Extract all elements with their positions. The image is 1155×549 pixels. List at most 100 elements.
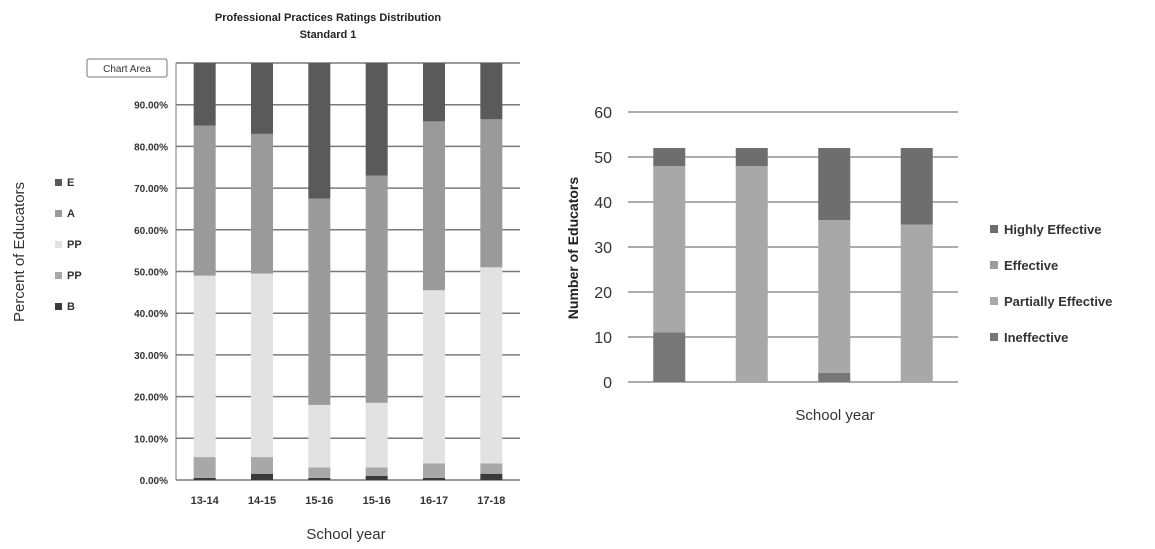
chart-2-bar-segment-highly-effective — [900, 148, 933, 225]
chart-1-legend-swatch — [55, 241, 62, 248]
chart-2-y-tick-label: 20 — [594, 285, 612, 302]
chart-2-y-tick-label: 10 — [594, 330, 612, 347]
chart-2-y-ticks: 0 10 20 30 40 50 60 — [594, 105, 612, 392]
chart-1-bar-segment-e — [193, 63, 216, 126]
chart-1-bar-segment-e — [365, 63, 388, 176]
chart-1-bar-segment-e — [308, 63, 331, 199]
chart-1-x-axis-title: School year — [306, 526, 385, 543]
chart-1-legend: E A PP PP B — [55, 177, 82, 313]
chart-1-subtitle: Standard 1 — [300, 29, 357, 41]
chart-1-bar-segment-pp-light — [193, 275, 216, 458]
chart-2-legend-label: Effective — [1004, 258, 1058, 273]
chart-2: 0 10 20 30 40 50 60 School year Number of Educ… — [565, 105, 1112, 424]
chart-area-tooltip-label: Chart Area — [103, 64, 151, 75]
chart-1-y-ticks: 0.00% 10.00% 20.00% 30.00% 40.00% 50.00% 60.00… — [134, 101, 168, 487]
chart-1-bar-segment-b — [480, 473, 503, 480]
chart-1: Professional Practices Ratings Distribut… — [11, 12, 520, 543]
chart-1-x-tick-label: 15-16 — [363, 495, 391, 507]
chart-1-bar-segment-b — [365, 475, 388, 480]
chart-1-x-tick-label: 17-18 — [477, 495, 505, 507]
chart-1-bar-segment-pp — [365, 467, 388, 476]
chart-1-bar-segment-b — [423, 477, 445, 480]
chart-1-legend-swatch — [55, 179, 62, 186]
chart-1-y-tick-label: 50.00% — [134, 268, 168, 279]
chart-1-y-tick-label: 10.00% — [134, 434, 168, 445]
chart-1-bar-segment-pp — [308, 467, 331, 478]
chart-1-bar-segment-pp — [251, 457, 273, 474]
chart-2-legend-swatch — [990, 333, 998, 341]
chart-1-y-tick-label: 90.00% — [134, 101, 168, 112]
chart-area-tooltip-box — [86, 58, 168, 78]
chart-2-y-axis-title: Number of Educators — [565, 177, 581, 320]
chart-area-tooltip[interactable]: Chart Area — [86, 58, 168, 78]
chart-1-legend-label: B — [67, 301, 75, 313]
chart-1-bar-segment-a — [423, 121, 445, 291]
chart-1-bar-segment-b — [251, 473, 273, 480]
chart-2-legend-swatch — [990, 225, 998, 233]
chart-1-bar-segment-e — [251, 63, 273, 134]
chart-1-y-tick-label: 30.00% — [134, 351, 168, 362]
chart-1-legend-label: E — [67, 177, 74, 189]
chart-1-bar-segment-e — [423, 63, 445, 122]
chart-2-bar-segment-highly-effective — [735, 148, 768, 166]
chart-1-x-tick-label: 16-17 — [420, 495, 448, 507]
chart-1-legend-label: PP — [67, 239, 82, 251]
chart-1-bar-segment-pp-light — [365, 402, 388, 468]
chart-1-bar-segment-a — [365, 175, 388, 403]
chart-2-x-axis-title: School year — [795, 407, 874, 424]
chart-2-bar-segment-ineffective — [818, 373, 851, 382]
chart-1-bar-segment-pp — [193, 457, 216, 478]
chart-2-bars — [653, 148, 933, 382]
chart-2-legend-swatch — [990, 297, 998, 305]
chart-1-y-tick-label: 20.00% — [134, 393, 168, 404]
chart-1-legend-label: A — [67, 208, 75, 220]
chart-2-legend-label: Highly Effective — [1004, 222, 1102, 237]
chart-1-y-tick-label: 40.00% — [134, 309, 168, 320]
chart-1-bar-segment-a — [308, 198, 331, 405]
chart-2-legend-label: Partially Effective — [1004, 294, 1112, 309]
chart-1-bar-segment-e — [480, 63, 503, 120]
chart-1-x-ticks: 13-14 14-15 15-16 15-16 16-17 17-18 — [191, 495, 506, 507]
chart-2-bar-segment-partially-effective — [900, 224, 933, 382]
chart-1-x-tick-label: 13-14 — [191, 495, 220, 507]
chart-1-bar-segment-pp-light — [251, 273, 273, 458]
chart-1-bar-segment-pp — [480, 463, 503, 474]
chart-1-bar-segment-pp — [423, 463, 445, 478]
chart-1-bar-segment-pp-light — [423, 290, 445, 464]
chart-2-y-tick-label: 30 — [594, 240, 612, 257]
chart-2-bar-segment-partially-effective — [818, 220, 851, 373]
chart-2-y-tick-label: 60 — [594, 105, 612, 122]
chart-1-bar-segment-a — [193, 125, 216, 276]
chart-1-y-axis-title: Percent of Educators — [11, 182, 28, 322]
chart-1-x-tick-label: 15-16 — [305, 495, 333, 507]
chart-1-legend-swatch — [55, 272, 62, 279]
chart-2-bar-segment-partially-effective — [735, 166, 768, 382]
chart-1-legend-swatch — [55, 303, 62, 310]
chart-1-bars — [193, 63, 503, 480]
chart-1-bar-segment-b — [308, 477, 331, 480]
chart-1-y-tick-label: 80.00% — [134, 142, 168, 153]
chart-2-bar-segment-highly-effective — [818, 148, 851, 220]
chart-1-legend-swatch — [55, 210, 62, 217]
chart-1-bar-segment-a — [251, 133, 273, 274]
chart-1-y-tick-label: 0.00% — [140, 476, 168, 487]
chart-2-y-tick-label: 50 — [594, 150, 612, 167]
chart-2-y-tick-label: 40 — [594, 195, 612, 212]
chart-1-legend-label: PP — [67, 270, 82, 282]
chart-1-bar-segment-a — [480, 119, 503, 268]
chart-2-bar-segment-ineffective — [653, 332, 686, 382]
chart-1-bar-segment-b — [193, 477, 216, 480]
chart-2-bar-segment-partially-effective — [653, 166, 686, 333]
chart-2-legend: Highly Effective Effective Partially Effec… — [990, 222, 1112, 345]
chart-1-y-tick-label: 70.00% — [134, 184, 168, 195]
chart-2-y-tick-label: 0 — [603, 375, 612, 392]
chart-1-gridlines — [175, 62, 520, 481]
chart-1-title: Professional Practices Ratings Distribut… — [215, 12, 441, 24]
chart-1-bar-segment-pp-light — [480, 267, 503, 464]
chart-1-y-tick-label: 60.00% — [134, 226, 168, 237]
chart-2-bar-segment-highly-effective — [653, 148, 686, 166]
chart-1-x-tick-label: 14-15 — [248, 495, 276, 507]
chart-2-legend-swatch — [990, 261, 998, 269]
chart-2-legend-label: Ineffective — [1004, 330, 1068, 345]
